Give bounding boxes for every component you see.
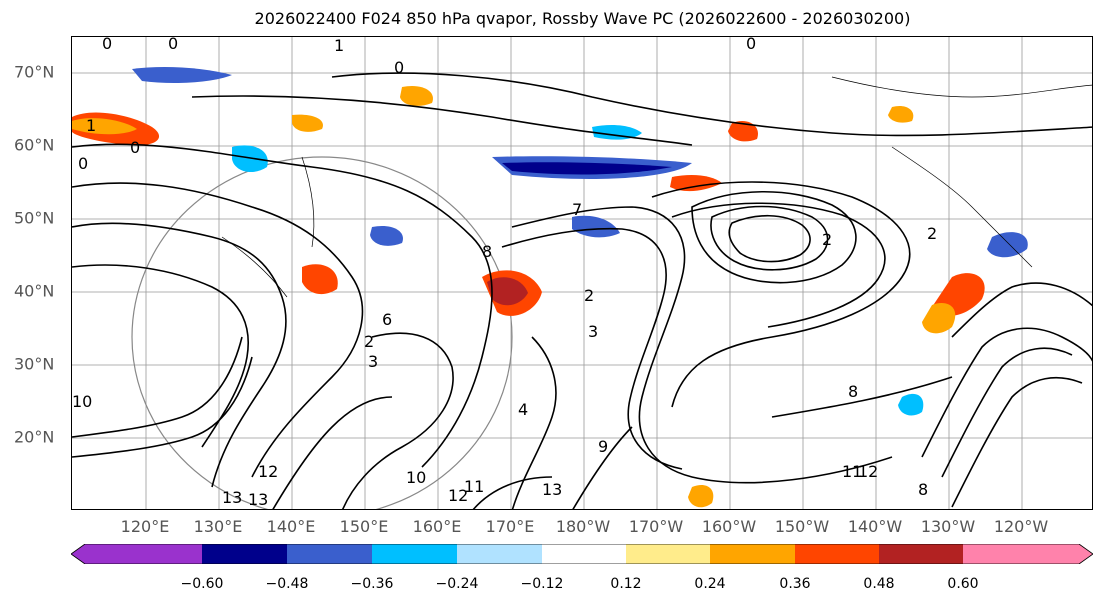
lat-label-70n: 70°N bbox=[14, 62, 55, 82]
lat-label-60n: 60°N bbox=[14, 135, 55, 155]
guide-circle bbox=[131, 156, 513, 509]
lon-label-170e: 170°E bbox=[485, 517, 535, 536]
colorbar-swatch bbox=[542, 544, 626, 564]
lon-label-170w: 170°W bbox=[628, 517, 684, 536]
contour-label: 7 bbox=[572, 200, 582, 219]
colorbar-swatch bbox=[795, 544, 879, 564]
colorbar-swatch bbox=[879, 544, 963, 564]
lon-label-150w: 150°W bbox=[774, 517, 830, 536]
colorbar-tick: 0.12 bbox=[610, 576, 642, 592]
colorbar-tick: −0.24 bbox=[435, 576, 479, 592]
colorbar-tick: −0.12 bbox=[520, 576, 564, 592]
colorbar bbox=[71, 544, 1093, 564]
colorbar-tick: −0.48 bbox=[265, 576, 309, 592]
lon-label-140w: 140°W bbox=[847, 517, 903, 536]
contour-label: 13 bbox=[248, 490, 268, 509]
colorbar-swatch bbox=[71, 544, 202, 564]
colorbar-tick: −0.36 bbox=[350, 576, 394, 592]
contour-label: 3 bbox=[588, 322, 598, 341]
contour-label: 2 bbox=[927, 224, 937, 243]
contour-label: 0 bbox=[746, 37, 756, 53]
contour-label: 9 bbox=[598, 437, 608, 456]
colorbar-tick: 0.60 bbox=[947, 576, 979, 592]
graticule bbox=[72, 37, 1092, 509]
lat-label-20n: 20°N bbox=[14, 427, 55, 447]
contour-label: 0 bbox=[102, 37, 112, 53]
colorbar-tick: 0.24 bbox=[694, 576, 726, 592]
lat-label-40n: 40°N bbox=[14, 281, 55, 301]
contour-label: 8 bbox=[482, 242, 492, 261]
lat-label-50n: 50°N bbox=[14, 208, 55, 228]
colorbar-swatch bbox=[710, 544, 795, 564]
lon-label-160e: 160°E bbox=[412, 517, 462, 536]
contour-label: 6 bbox=[382, 310, 392, 329]
lon-label-120e: 120°E bbox=[120, 517, 170, 536]
contour-label: 12 bbox=[858, 462, 878, 481]
contour-label: 13 bbox=[222, 488, 242, 507]
contour-label: 12 bbox=[258, 462, 278, 481]
lon-label-150e: 150°E bbox=[339, 517, 389, 536]
colorbar-swatch bbox=[372, 544, 457, 564]
map-svg: 0 0 1 0 0 1 0 0 2 3 6 2 7 3 8 10 12 13 1… bbox=[72, 37, 1092, 509]
colorbar-swatch bbox=[287, 544, 372, 564]
colorbar-swatch bbox=[626, 544, 710, 564]
contour-labels: 0 0 1 0 0 1 0 0 2 3 6 2 7 3 8 10 12 13 1… bbox=[72, 37, 937, 509]
colorbar-tick: 0.48 bbox=[863, 576, 895, 592]
contour-label: 3 bbox=[368, 352, 378, 371]
contour-label: 8 bbox=[848, 382, 858, 401]
contour-label: 10 bbox=[406, 468, 426, 487]
contour-label: 10 bbox=[72, 392, 92, 411]
colorbar-swatch bbox=[457, 544, 542, 564]
contour-label: 2 bbox=[822, 230, 832, 249]
map-title: 2026022400 F024 850 hPa qvapor, Rossby W… bbox=[254, 9, 911, 28]
contour-label: 0 bbox=[168, 37, 178, 53]
contour-label: 1 bbox=[86, 116, 96, 135]
lat-label-30n: 30°N bbox=[14, 354, 55, 374]
contour-label: 4 bbox=[518, 400, 528, 419]
contour-label: 2 bbox=[584, 286, 594, 305]
coastlines bbox=[221, 76, 1092, 298]
lon-label-120w: 120°W bbox=[993, 517, 1049, 536]
contour-label: 2 bbox=[364, 332, 374, 351]
colorbar-swatch bbox=[963, 544, 1093, 564]
contour-label: 11 bbox=[842, 462, 862, 481]
colorbar-swatch bbox=[202, 544, 287, 564]
contour-label: 8 bbox=[918, 480, 928, 499]
lon-label-180w: 180°W bbox=[555, 517, 611, 536]
lon-label-160w: 160°W bbox=[701, 517, 757, 536]
lon-label-130e: 130°E bbox=[193, 517, 243, 536]
contour-label: 0 bbox=[78, 154, 88, 173]
contour-label: 12 bbox=[448, 486, 468, 505]
pc-contours bbox=[72, 72, 1092, 509]
contour-label: 13 bbox=[542, 480, 562, 499]
lon-label-140e: 140°E bbox=[266, 517, 316, 536]
qvapor-shading bbox=[72, 67, 1028, 508]
map-panel: 0 0 1 0 0 1 0 0 2 3 6 2 7 3 8 10 12 13 1… bbox=[71, 36, 1093, 510]
lon-label-130w: 130°W bbox=[920, 517, 976, 536]
contour-label: 0 bbox=[130, 138, 140, 157]
contour-label: 1 bbox=[334, 37, 344, 55]
contour-label: 0 bbox=[394, 58, 404, 77]
colorbar-tick: −0.60 bbox=[180, 576, 224, 592]
colorbar-tick: 0.36 bbox=[779, 576, 811, 592]
contour-label: 11 bbox=[464, 477, 484, 496]
